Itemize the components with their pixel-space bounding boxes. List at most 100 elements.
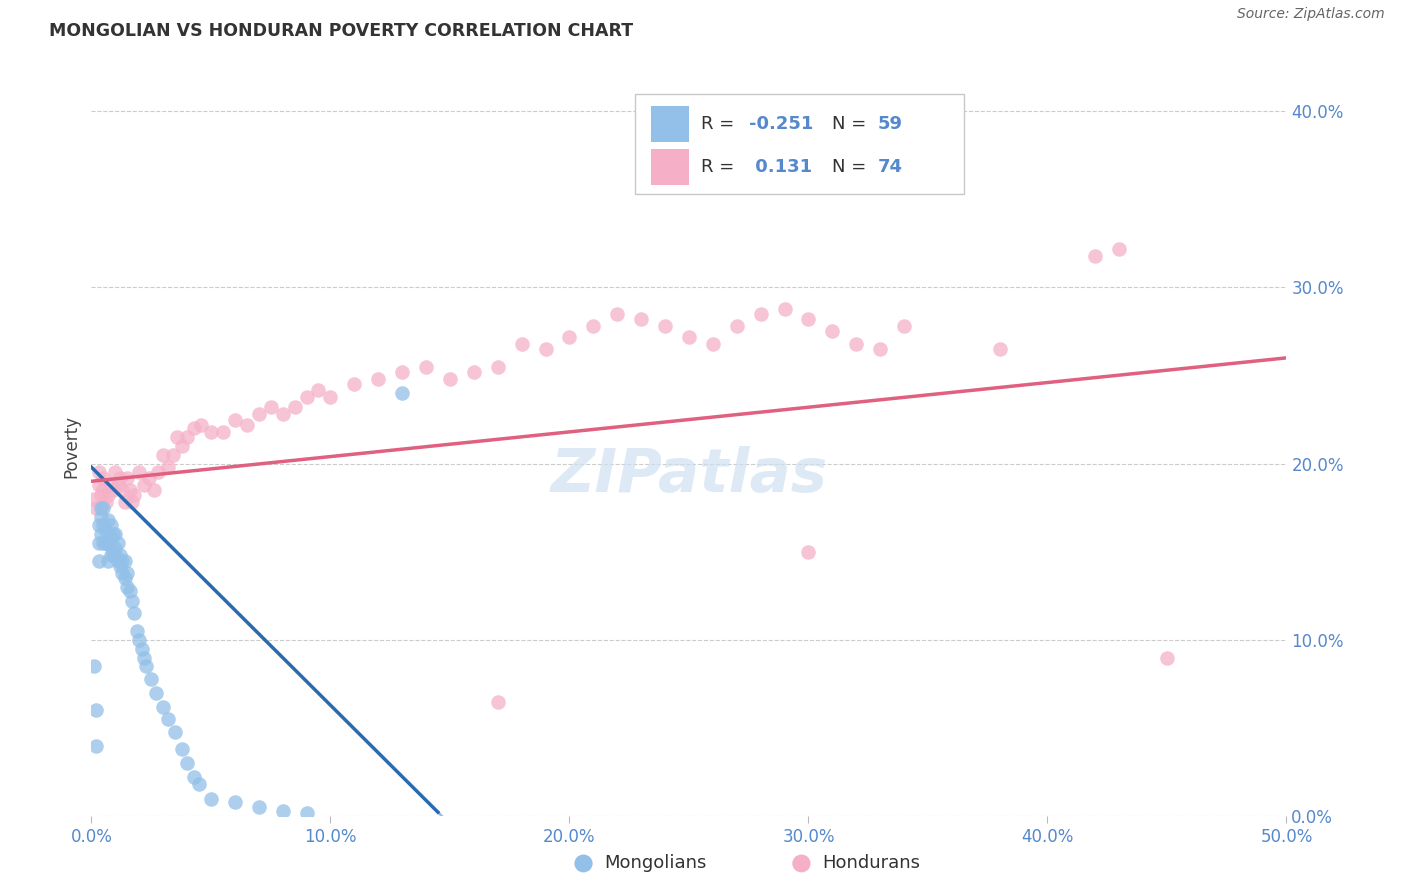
Point — [510, 336, 533, 351]
Point — [94, 524, 117, 538]
Point — [121, 594, 143, 608]
Point — [93, 518, 114, 533]
Point — [156, 712, 179, 726]
Point — [118, 483, 141, 497]
Point — [582, 319, 605, 334]
Point — [247, 407, 270, 421]
Point — [115, 471, 138, 485]
Point — [224, 412, 246, 426]
Point — [107, 477, 129, 491]
Point — [97, 536, 120, 550]
Point — [145, 686, 167, 700]
Text: Hondurans: Hondurans — [823, 855, 921, 872]
Bar — [636, 95, 965, 194]
Point — [307, 383, 329, 397]
Point — [114, 553, 136, 567]
Point — [845, 336, 868, 351]
Text: MONGOLIAN VS HONDURAN POVERTY CORRELATION CHART: MONGOLIAN VS HONDURAN POVERTY CORRELATIO… — [49, 22, 633, 40]
Point — [90, 500, 112, 515]
Point — [343, 377, 366, 392]
Point — [93, 500, 114, 515]
Point — [83, 659, 105, 673]
Point — [114, 571, 136, 585]
Point — [654, 319, 676, 334]
Point — [101, 483, 124, 497]
Point — [90, 488, 112, 502]
Point — [821, 325, 844, 339]
Point — [90, 509, 112, 524]
Point — [166, 430, 188, 444]
Point — [415, 359, 437, 374]
Point — [606, 307, 628, 321]
Point — [101, 545, 124, 559]
Point — [87, 553, 110, 567]
Point — [152, 448, 174, 462]
Point — [187, 777, 211, 791]
Point — [100, 531, 122, 545]
Point — [97, 513, 120, 527]
Point — [108, 549, 131, 563]
Point — [142, 483, 165, 497]
Point — [463, 365, 485, 379]
Point — [367, 372, 389, 386]
Point — [104, 466, 127, 480]
Point — [100, 549, 122, 563]
Point — [988, 342, 1011, 356]
Text: 74: 74 — [877, 158, 903, 176]
Point — [749, 307, 772, 321]
Point — [391, 365, 413, 379]
Point — [104, 549, 127, 563]
Point — [797, 312, 820, 326]
Point — [128, 466, 150, 480]
Point — [104, 527, 127, 541]
Point — [100, 518, 122, 533]
Text: N =: N = — [832, 158, 872, 176]
Point — [128, 632, 150, 647]
Point — [486, 695, 509, 709]
Point — [84, 703, 107, 717]
Point — [630, 312, 652, 326]
Point — [1108, 242, 1130, 256]
Point — [107, 536, 129, 550]
Point — [111, 553, 134, 567]
Point — [84, 500, 107, 515]
Point — [111, 566, 134, 580]
Point — [148, 466, 170, 480]
Point — [893, 319, 915, 334]
Point — [118, 583, 141, 598]
Text: R =: R = — [700, 158, 740, 176]
Point — [224, 795, 246, 809]
Point — [87, 477, 110, 491]
Point — [172, 742, 194, 756]
Point — [125, 624, 148, 639]
Point — [114, 495, 136, 509]
Point — [200, 791, 222, 805]
Point — [271, 804, 294, 818]
Point — [87, 536, 110, 550]
Point — [121, 495, 143, 509]
Point — [183, 771, 205, 785]
Point — [90, 527, 112, 541]
Point — [162, 448, 184, 462]
Point — [295, 390, 318, 404]
Point — [439, 372, 461, 386]
Point — [100, 477, 122, 491]
Point — [104, 541, 127, 556]
Point — [138, 471, 160, 485]
Point — [124, 488, 146, 502]
Point — [235, 417, 259, 432]
Point — [97, 488, 120, 502]
Text: Mongolians: Mongolians — [605, 855, 707, 872]
Point — [558, 329, 581, 343]
Text: R =: R = — [700, 115, 740, 133]
Point — [135, 659, 157, 673]
Text: 59: 59 — [877, 115, 903, 133]
Bar — [651, 106, 689, 142]
Point — [1084, 249, 1107, 263]
Y-axis label: Poverty: Poverty — [62, 415, 80, 477]
Point — [132, 650, 155, 665]
Point — [87, 466, 110, 480]
Text: 0.131: 0.131 — [748, 158, 811, 176]
Point — [702, 336, 724, 351]
Point — [84, 739, 107, 753]
